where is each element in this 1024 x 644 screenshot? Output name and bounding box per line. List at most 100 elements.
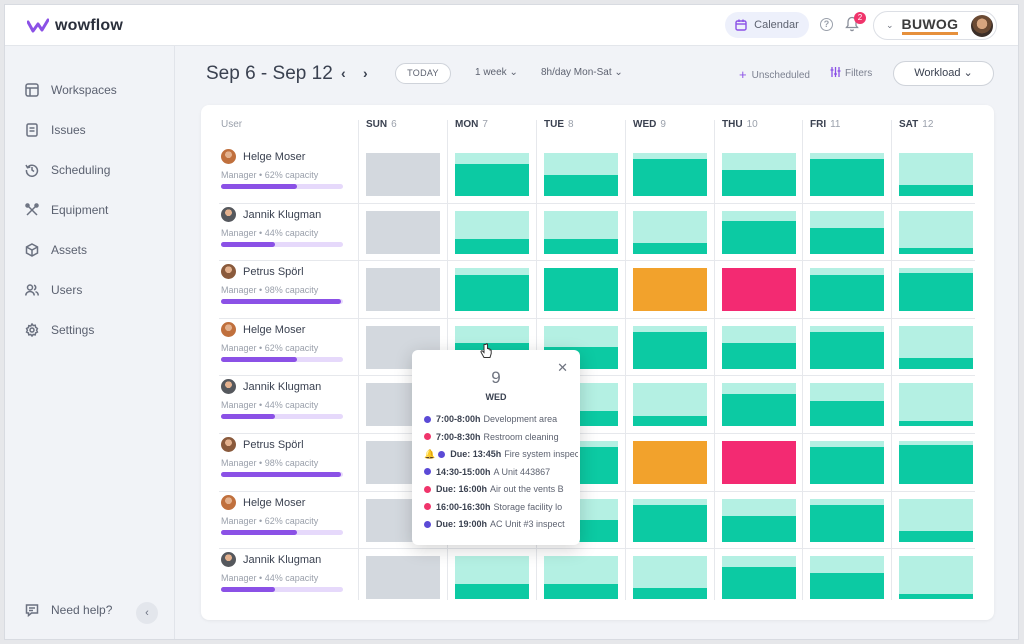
sidebar-item-assets[interactable]: Assets: [25, 240, 87, 260]
workload-fill: [455, 274, 529, 312]
workload-cell[interactable]: [544, 153, 618, 196]
workload-cell[interactable]: [722, 325, 796, 369]
workload-cell[interactable]: [366, 268, 440, 312]
logo[interactable]: wowflow: [27, 15, 123, 37]
workload-cell[interactable]: [544, 556, 618, 600]
workload-cell[interactable]: [366, 556, 440, 600]
workload-cell[interactable]: [810, 268, 884, 312]
help-icon[interactable]: ?: [820, 18, 833, 31]
help-link[interactable]: Need help?: [25, 603, 112, 617]
workload-cell[interactable]: [455, 210, 529, 254]
workload-fill: [899, 594, 973, 600]
event-item[interactable]: Due: 19:00h AC Unit #3 inspect: [424, 517, 578, 531]
workload-cell[interactable]: [810, 556, 884, 600]
sidebar-item-label: Users: [51, 283, 83, 297]
user-role-capacity: Manager • 98% capacity: [221, 458, 319, 468]
sidebar-item-workspaces[interactable]: Workspaces: [25, 80, 117, 100]
workload-cell[interactable]: [366, 153, 440, 196]
workload-cell[interactable]: [455, 153, 529, 196]
workload-cell[interactable]: [899, 383, 973, 427]
sidebar-item-users[interactable]: Users: [25, 280, 82, 300]
sidebar-item-equipment[interactable]: Equipment: [25, 200, 108, 220]
workload-fill: [722, 394, 796, 427]
workload-cell[interactable]: [722, 556, 796, 600]
workload-cell[interactable]: [633, 441, 707, 484]
workload-cell[interactable]: [810, 325, 884, 369]
hours-select[interactable]: 8h/day Mon-Sat ⌄: [541, 67, 623, 78]
event-item[interactable]: 7:00-8:30h Restroom cleaning: [424, 430, 578, 444]
workload-cell[interactable]: [455, 556, 529, 600]
capacity-bar: [221, 587, 343, 593]
next-week-button[interactable]: ›: [363, 65, 368, 81]
workload-cell[interactable]: [366, 210, 440, 254]
workload-cell[interactable]: [544, 268, 618, 312]
workload-cell[interactable]: [810, 498, 884, 542]
event-item[interactable]: 14:30-15:00h A Unit 443867: [424, 465, 578, 479]
workload-cell[interactable]: [810, 210, 884, 254]
workload-fill: [722, 566, 796, 600]
brand-logo: BUWOG: [901, 17, 959, 35]
event-item[interactable]: 🔔 Due: 13:45h Fire system inspec: [424, 447, 578, 461]
sidebar-item-scheduling[interactable]: Scheduling: [25, 160, 110, 180]
day-header-wed: WED 9: [633, 119, 666, 130]
event-item[interactable]: Due: 16:00h Air out the vents B: [424, 482, 578, 496]
workload-cell[interactable]: [810, 383, 884, 427]
workload-cell[interactable]: [633, 268, 707, 312]
user-name: Jannik Klugman: [243, 554, 322, 567]
sidebar-item-label: Workspaces: [51, 83, 117, 97]
workload-cell[interactable]: [722, 383, 796, 427]
column-divider: [625, 120, 626, 600]
previous-week-button[interactable]: ‹: [341, 65, 346, 81]
sidebar-item-label: Settings: [51, 323, 95, 337]
workload-cell[interactable]: [633, 210, 707, 254]
workload-cell[interactable]: [633, 153, 707, 196]
workload-cell[interactable]: [722, 268, 796, 312]
close-icon[interactable]: ✕: [557, 360, 568, 375]
workload-cell[interactable]: [544, 210, 618, 254]
view-select-value: Workload: [914, 67, 961, 79]
unscheduled-button[interactable]: + Unscheduled: [739, 67, 810, 82]
workload-cell[interactable]: [633, 498, 707, 542]
row-divider: [219, 433, 975, 434]
app-name: wowflow: [55, 17, 124, 34]
user-role-capacity: Manager • 62% capacity: [221, 342, 319, 353]
sidebar-item-settings[interactable]: Settings: [25, 320, 94, 340]
workload-cell[interactable]: [899, 498, 973, 542]
view-select[interactable]: Workload ⌄: [893, 61, 994, 86]
notifications-button[interactable]: 2: [845, 12, 866, 34]
workload-cell[interactable]: [899, 556, 973, 600]
event-title: Fire system inspec: [504, 449, 578, 459]
day-date: 7: [482, 119, 488, 130]
workload-cell[interactable]: [899, 210, 973, 254]
range-select[interactable]: 1 week ⌄: [475, 67, 518, 78]
filters-button[interactable]: Filters: [830, 67, 872, 79]
sidebar-item-issues[interactable]: Issues: [25, 120, 86, 140]
sliders-icon: [830, 67, 841, 77]
workload-cell[interactable]: [722, 153, 796, 196]
workload-cell[interactable]: [810, 441, 884, 484]
today-button[interactable]: TODAY: [395, 63, 451, 84]
user-role: Manager: [221, 573, 257, 584]
workload-cell[interactable]: [722, 441, 796, 484]
event-time: Due: 13:45h: [450, 449, 502, 459]
workload-cell[interactable]: [899, 153, 973, 196]
workload-cell[interactable]: [633, 383, 707, 427]
workload-cell[interactable]: [899, 325, 973, 369]
account-menu[interactable]: ⌄ BUWOG: [873, 11, 997, 40]
workload-cell[interactable]: [633, 556, 707, 600]
workload-cell[interactable]: [722, 210, 796, 254]
calendar-button[interactable]: Calendar: [725, 12, 809, 38]
workload-cell[interactable]: [899, 268, 973, 312]
user-avatar: [221, 206, 236, 222]
user-avatar: [971, 15, 993, 37]
workload-cell[interactable]: [722, 498, 796, 542]
workload-cell[interactable]: [633, 325, 707, 369]
workload-cell[interactable]: [899, 441, 973, 484]
event-color-dot: [424, 433, 431, 440]
workload-cell[interactable]: [455, 268, 529, 312]
event-item[interactable]: 16:00-16:30h Storage facility lo: [424, 500, 578, 514]
user-role-capacity: Manager • 62% capacity: [221, 170, 319, 180]
collapse-sidebar-button[interactable]: ‹: [136, 602, 158, 624]
event-item[interactable]: 7:00-8:00h Development area: [424, 412, 578, 426]
workload-cell[interactable]: [810, 153, 884, 196]
